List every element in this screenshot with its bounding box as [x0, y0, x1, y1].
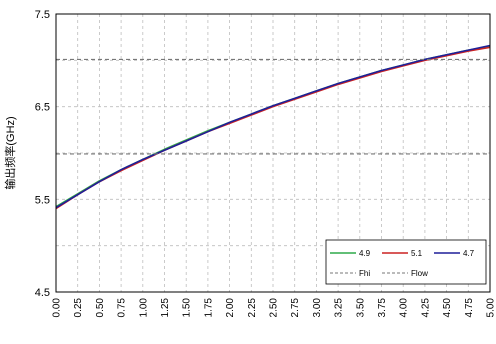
x-tick-label: 2.50 — [269, 298, 280, 318]
legend-label-flow: Flow — [411, 269, 428, 278]
y-axis-title: 输出频率(GHz) — [3, 116, 17, 189]
x-tick-label: 1.00 — [138, 298, 149, 318]
legend-label-fhi: Fhi — [359, 269, 370, 278]
x-tick-label: 4.75 — [464, 298, 475, 318]
x-tick-label: 4.50 — [442, 298, 453, 318]
x-tick-label: 3.00 — [312, 298, 323, 318]
y-tick-label: 4.5 — [35, 287, 50, 299]
series-lines — [55, 44, 491, 210]
legend-label-5.1: 5.1 — [411, 249, 423, 258]
legend-box — [325, 239, 487, 285]
grid-lines — [56, 14, 490, 292]
x-tick-label: 4.00 — [399, 298, 410, 318]
y-axis-ticks: 4.5 5.5 6.5 7.5 — [35, 9, 50, 299]
plot-frame — [55, 13, 491, 293]
x-tick-label: 1.75 — [203, 298, 214, 318]
x-tick-label: 3.50 — [355, 298, 366, 318]
x-tick-label: 3.25 — [334, 298, 345, 318]
x-tick-label: 0.00 — [52, 298, 63, 318]
x-tick-label: 5.00 — [486, 298, 496, 318]
x-tick-label: 3.75 — [377, 298, 388, 318]
legend: 4.9 5.1 4.7 Fhi Flow — [325, 239, 487, 285]
legend-label-4.9: 4.9 — [359, 249, 371, 258]
series-line-5.1 — [55, 46, 491, 210]
x-tick-label: 0.75 — [117, 298, 128, 318]
x-tick-label: 2.25 — [247, 298, 258, 318]
x-tick-label: 0.25 — [73, 298, 84, 318]
y-tick-label: 7.5 — [35, 9, 50, 21]
x-axis-ticks: 0.00 0.25 0.50 0.75 1.00 1.25 1.50 1.75 2.00 2.25… — [52, 298, 496, 318]
x-tick-label: 4.25 — [420, 298, 431, 318]
series-line-4.7 — [55, 44, 491, 209]
x-tick-label: 1.50 — [182, 298, 193, 318]
y-tick-label: 5.5 — [35, 194, 50, 206]
x-tick-label: 2.00 — [225, 298, 236, 318]
x-tick-label: 1.25 — [160, 298, 171, 318]
legend-label-4.7: 4.7 — [463, 249, 475, 258]
x-tick-label: 2.75 — [290, 298, 301, 318]
y-tick-label: 6.5 — [35, 102, 50, 114]
x-tick-label: 0.50 — [95, 298, 106, 318]
